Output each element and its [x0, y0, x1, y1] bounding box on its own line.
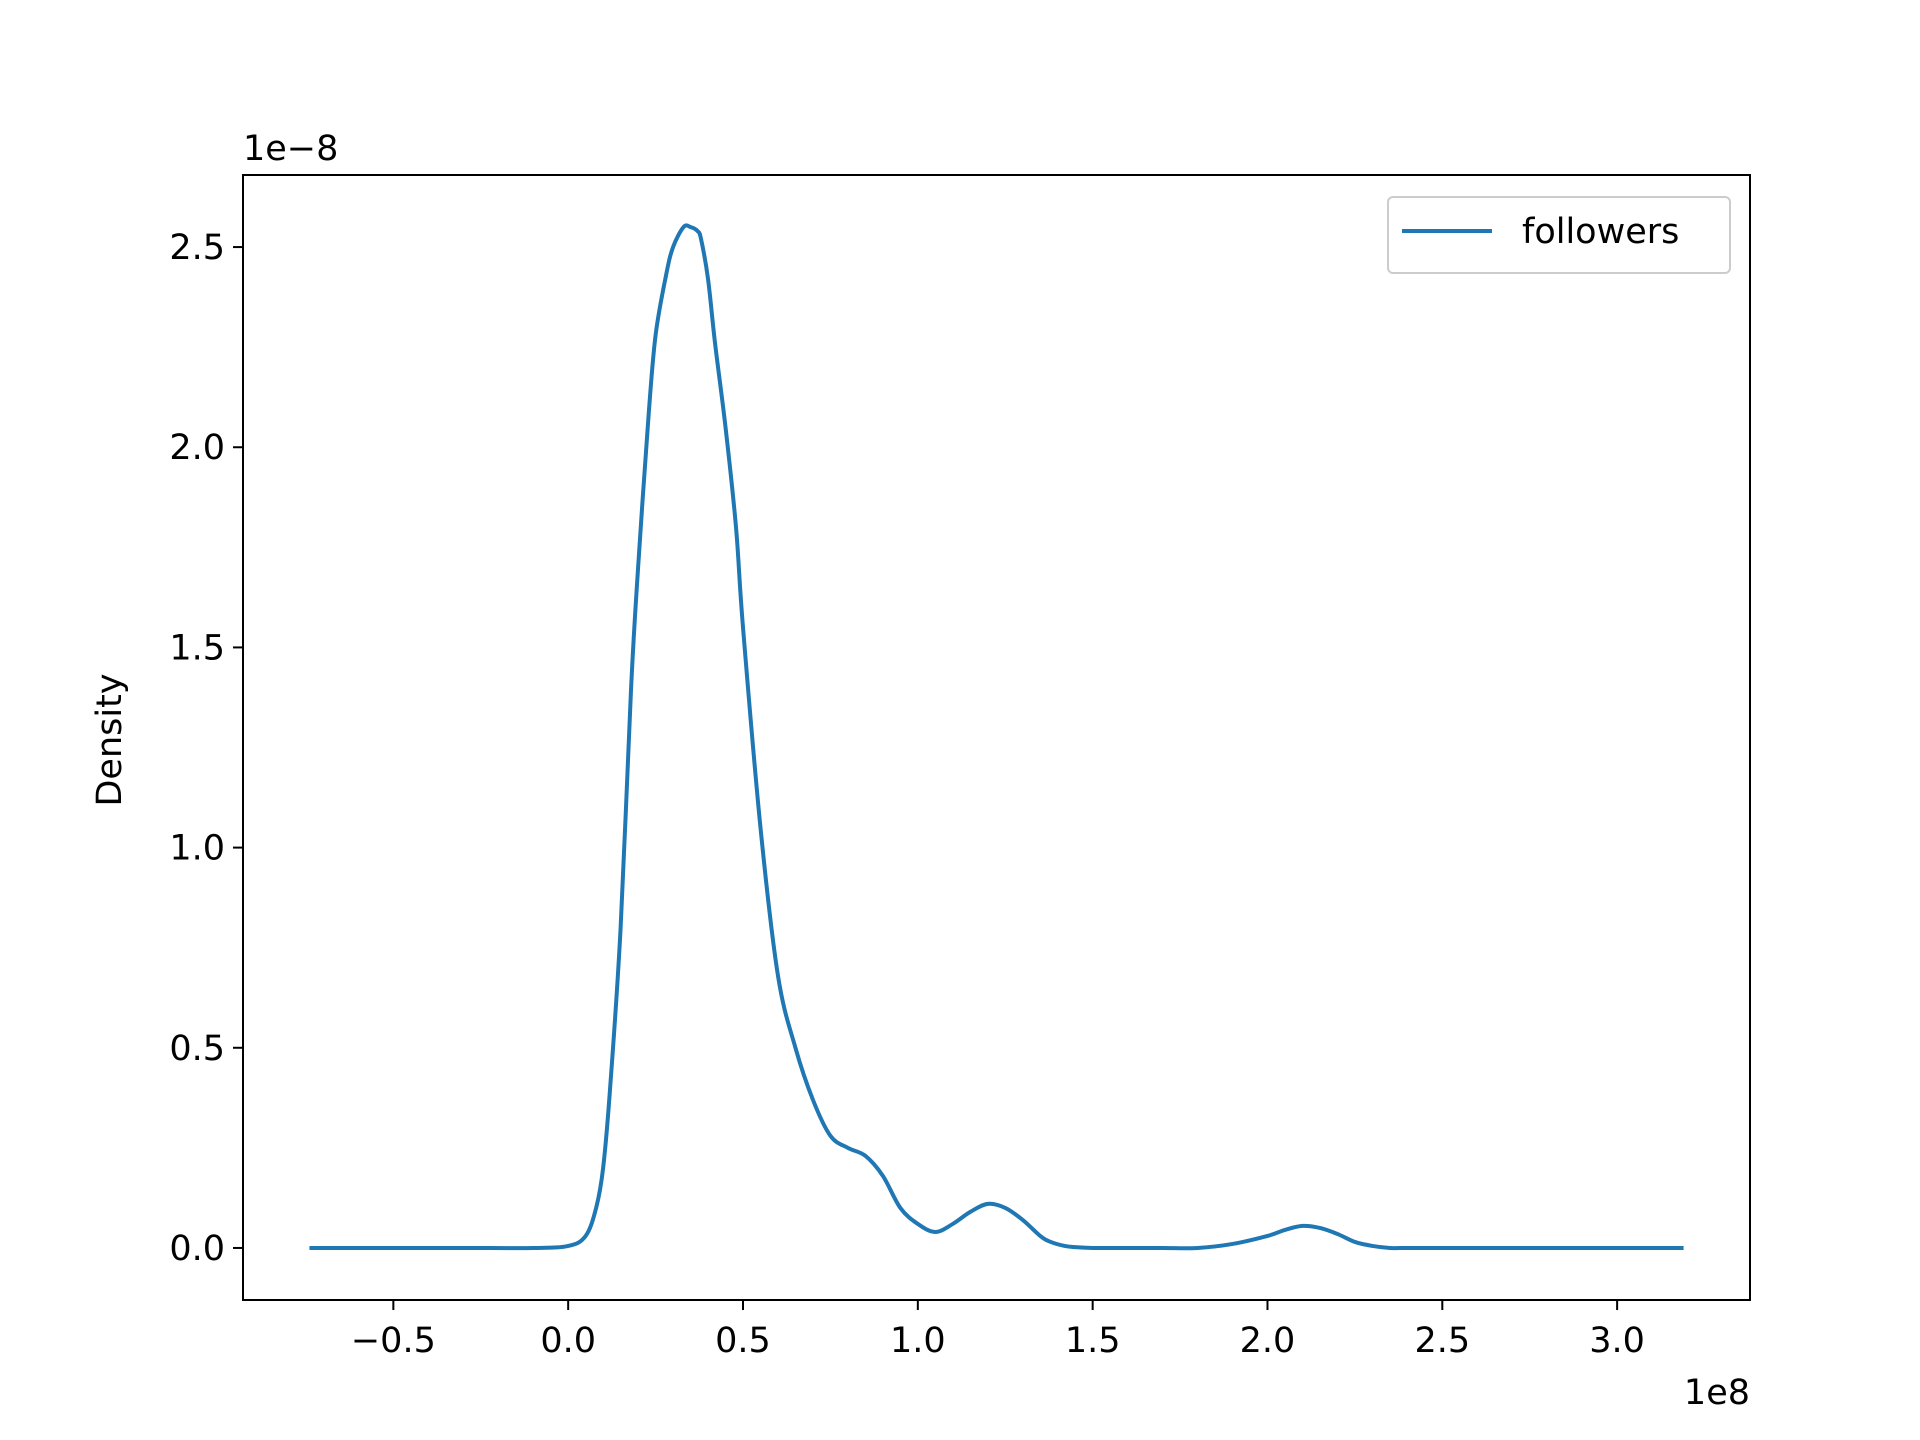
legend: followers: [1387, 196, 1731, 274]
series-line-followers: [309, 223, 1684, 1251]
x-tick-label: 3.0: [1589, 1321, 1645, 1361]
x-tick-label: 0.5: [715, 1321, 771, 1361]
y-axis-label: Density: [90, 673, 130, 806]
y-offset-label: 1e−8: [243, 129, 338, 169]
axes: −0.5 0.0 0.5 1.0 1.5 2.0 2.5 3.0 0.0 0.5 1.0 1.5 2.0…: [169, 174, 1751, 1361]
y-tick-label: 0.5: [169, 1029, 225, 1069]
x-tick-label: 1.5: [1065, 1321, 1121, 1361]
legend-box: [1387, 196, 1731, 274]
y-tick-label: 2.0: [169, 428, 225, 468]
axes-frame: [242, 174, 1751, 1301]
y-tick-label: 2.5: [169, 228, 225, 268]
x-tick-label: 1.0: [890, 1321, 946, 1361]
plot-area: [309, 223, 1684, 1251]
y-tick-label: 1.5: [169, 628, 225, 668]
y-tick-label: 0.0: [169, 1229, 225, 1269]
x-tick-label: −0.5: [351, 1321, 436, 1361]
x-offset-label: 1e8: [1684, 1373, 1750, 1413]
y-tick-label: 1.0: [169, 829, 225, 869]
x-tick-label: 2.0: [1240, 1321, 1296, 1361]
legend-label-followers: followers: [1522, 212, 1679, 252]
x-tick-label: 0.0: [540, 1321, 596, 1361]
x-tick-label: 2.5: [1414, 1321, 1470, 1361]
